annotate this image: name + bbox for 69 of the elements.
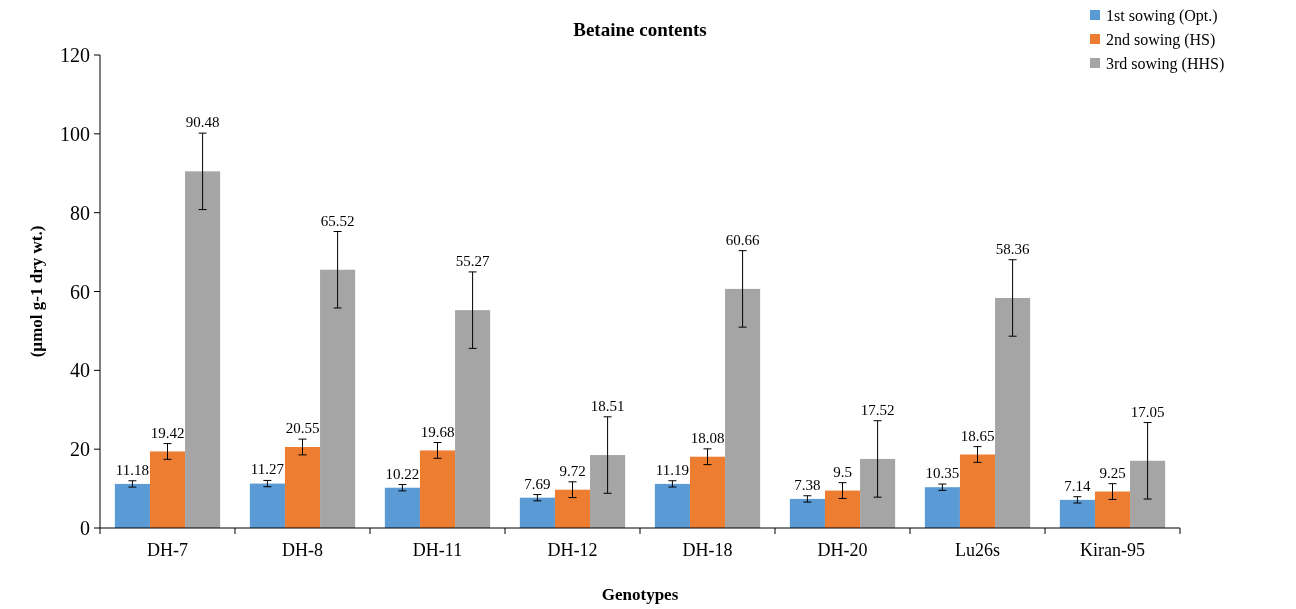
y-tick-label: 60 — [70, 280, 90, 303]
data-label: 9.5 — [833, 463, 852, 480]
data-label: 7.38 — [794, 476, 821, 493]
y-axis-title: (µmol g-1 dry wt.) — [27, 225, 46, 358]
bar — [519, 497, 555, 528]
bar — [654, 483, 690, 528]
bar — [689, 456, 726, 528]
data-label: 17.52 — [860, 401, 895, 418]
x-tick-label: DH-12 — [547, 540, 598, 560]
bar — [959, 454, 996, 528]
bar — [455, 310, 491, 528]
data-label: 11.27 — [250, 461, 285, 478]
bar — [384, 487, 420, 528]
data-label: 11.18 — [115, 461, 149, 478]
data-label: 10.22 — [385, 465, 420, 482]
bar — [1094, 491, 1131, 528]
y-tick-label: 100 — [60, 122, 90, 145]
y-tick-label: 0 — [80, 517, 90, 539]
chart-title: Betaine contents — [573, 19, 707, 40]
y-tick-label: 20 — [70, 438, 90, 461]
y-tick-label: 120 — [60, 44, 90, 66]
data-label: 11.19 — [655, 461, 689, 478]
legend-label: 2nd sowing (HS) — [1106, 30, 1216, 49]
bar — [554, 489, 591, 528]
data-label: 10.35 — [925, 465, 960, 482]
bar — [149, 451, 186, 528]
bar — [185, 171, 221, 528]
bar — [419, 450, 456, 528]
legend-label: 3rd sowing (HHS) — [1106, 54, 1225, 73]
x-tick-label: Lu26s — [955, 540, 1000, 560]
y-tick-label: 80 — [70, 201, 90, 224]
bar — [1130, 460, 1166, 528]
data-label: 18.08 — [690, 429, 725, 446]
data-label: 65.52 — [320, 212, 355, 229]
bar — [320, 269, 356, 528]
data-label: 19.42 — [150, 424, 185, 441]
bar — [860, 458, 896, 528]
x-tick-label: DH-7 — [147, 540, 188, 560]
data-label: 9.72 — [559, 462, 586, 479]
legend-label: 1st sowing (Opt.) — [1106, 6, 1218, 25]
x-tick-label: DH-8 — [282, 540, 323, 560]
data-label: 60.66 — [725, 231, 760, 248]
data-label: 20.55 — [285, 420, 320, 437]
bar — [995, 297, 1031, 528]
y-tick-label: 40 — [70, 359, 90, 382]
bar — [284, 447, 321, 528]
data-label: 17.05 — [1130, 403, 1165, 420]
bar — [249, 483, 285, 528]
bar — [924, 487, 960, 528]
data-label: 90.48 — [185, 114, 220, 131]
x-tick-label: DH-11 — [412, 540, 463, 560]
data-label: 7.69 — [524, 475, 551, 492]
data-label: 7.14 — [1064, 477, 1092, 494]
x-tick-label: Kiran-95 — [1080, 540, 1145, 560]
bar — [789, 498, 825, 528]
bar — [1059, 499, 1095, 528]
bar — [590, 455, 626, 528]
x-tick-label: DH-20 — [817, 540, 868, 560]
x-tick-label: DH-18 — [682, 540, 733, 560]
data-label: 9.25 — [1099, 464, 1126, 481]
bar — [824, 490, 861, 528]
data-label: 55.27 — [455, 252, 490, 269]
x-axis-title: Genotypes — [601, 585, 679, 604]
data-label: 18.51 — [590, 397, 625, 414]
bar — [725, 288, 761, 528]
data-label: 58.36 — [995, 240, 1030, 257]
bar — [114, 483, 150, 528]
data-label: 19.68 — [420, 423, 455, 440]
data-label: 18.65 — [960, 427, 995, 444]
